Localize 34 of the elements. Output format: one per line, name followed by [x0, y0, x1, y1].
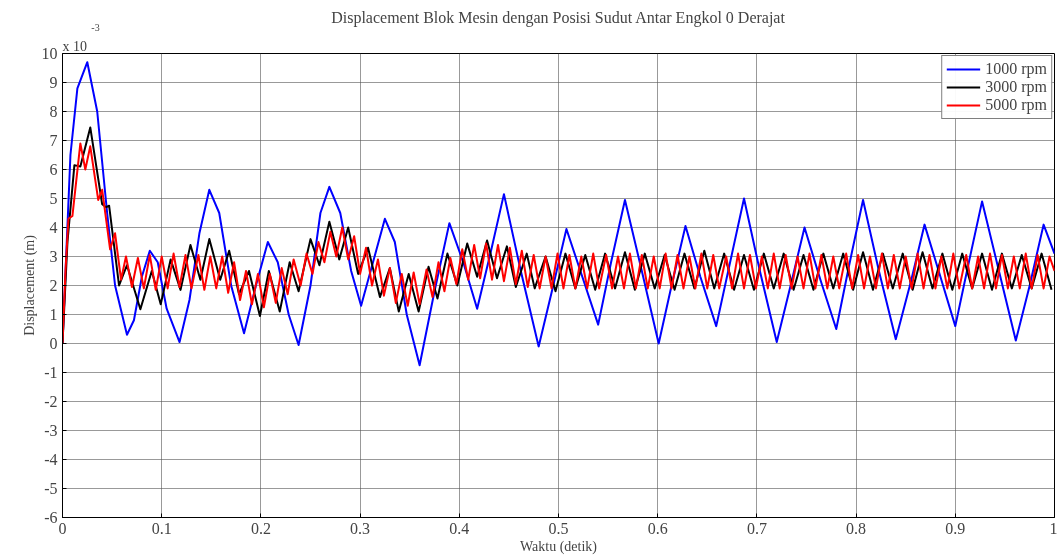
y-tick-label: 7	[49, 132, 58, 149]
x-tick-label: 0.4	[449, 519, 470, 537]
y-tick-label: -3	[44, 422, 58, 439]
x-tick-label: 0.3	[350, 519, 371, 537]
y-tick-label: -4	[44, 451, 58, 468]
x-axis-title: Waktu (detik)	[519, 538, 598, 555]
y-tick-label: -1	[44, 364, 58, 381]
x-tick-label: 0.1	[151, 519, 172, 537]
legend-label: 1000 rpm	[985, 60, 1047, 78]
y-tick-label: 4	[49, 219, 58, 236]
y-tick-label: 3	[49, 248, 58, 265]
y-tick-label: -5	[44, 480, 58, 497]
y-tick-label: 1	[49, 306, 58, 323]
y-tick-label: 9	[49, 74, 58, 91]
x-tick-label: 0.8	[846, 519, 867, 537]
y-tick-label: 8	[49, 103, 58, 120]
y-tick-label: -2	[44, 393, 58, 410]
x-tick-label: 1	[1049, 519, 1057, 537]
chart-title: Displacement Blok Mesin dengan Posisi Sudut Antar Engkol 0 Derajat	[331, 8, 786, 27]
legend-label: 5000 rpm	[985, 96, 1047, 114]
y-axis-title: Displacement (m)	[21, 234, 38, 336]
x-tick-label: 0.5	[548, 519, 569, 537]
x-tick-label: 0.7	[746, 519, 767, 537]
x-tick-label: 0.2	[250, 519, 271, 537]
y-tick-label: 5	[49, 190, 58, 207]
x-tick-label: 0.6	[647, 519, 668, 537]
y-tick-label: 10	[41, 45, 58, 62]
y-tick-label: 0	[49, 335, 58, 352]
y-tick-label: -6	[44, 509, 58, 526]
annotation: x 10-3	[62, 21, 100, 54]
x-tick-label: 0.9	[945, 519, 966, 537]
y-tick-label: 6	[49, 161, 58, 178]
y-tick-label: 2	[49, 277, 58, 294]
legend-label: 3000 rpm	[985, 78, 1047, 96]
